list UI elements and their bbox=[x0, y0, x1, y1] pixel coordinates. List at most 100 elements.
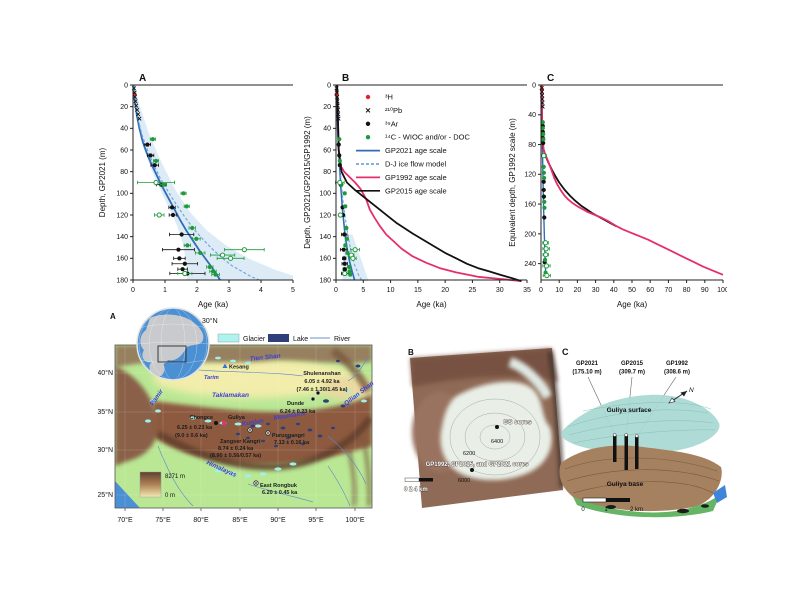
contour-label-6000: 6000 bbox=[458, 478, 470, 484]
legend-label: D-J ice flow model bbox=[385, 160, 447, 169]
gp2015-core-label: GP2015 bbox=[621, 361, 644, 367]
x-tick-label: 100 bbox=[717, 287, 727, 294]
x-tick-label: 0 bbox=[539, 287, 543, 294]
river-legend-label: River bbox=[334, 336, 351, 343]
y-tick-label: 240 bbox=[524, 261, 536, 268]
y-tick-label: 0 bbox=[532, 82, 536, 89]
x-tick-label: 40 bbox=[610, 287, 618, 294]
lon-label: 90°E bbox=[270, 516, 286, 524]
y-tick-label: 0 bbox=[124, 82, 128, 89]
lake-swatch bbox=[268, 334, 289, 342]
lat-label: 30°N bbox=[98, 446, 113, 454]
y-tick-label: 100 bbox=[116, 191, 128, 198]
moraine-patch bbox=[701, 504, 709, 508]
y-tick-label: 0 bbox=[327, 82, 331, 89]
terrain-qilian-ridge bbox=[330, 347, 372, 393]
x-tick-label: 3 bbox=[227, 287, 231, 294]
panel-label: B bbox=[342, 73, 349, 84]
y-axis-label: Depth, GP2021/GP2015/GP1992 (m) bbox=[303, 116, 312, 249]
legend-label: GP2015 age scale bbox=[385, 186, 447, 195]
axes bbox=[538, 84, 724, 283]
x-tick-label: 20 bbox=[441, 287, 449, 294]
shulenanshan-marker bbox=[315, 390, 321, 396]
axes bbox=[130, 84, 294, 283]
terrain-scale-label: 0 2 4 km bbox=[404, 487, 428, 493]
guliya-base-shape bbox=[559, 445, 727, 518]
x-tick-label: 50 bbox=[628, 287, 636, 294]
markers-210Pb bbox=[131, 86, 142, 121]
terrain-upper-ridges bbox=[410, 348, 558, 387]
core-labels: GP2021 (175.10 m) GP2015 (309.7 m) GP199… bbox=[572, 361, 690, 376]
y-tick-label: 20 bbox=[120, 104, 128, 111]
series-gp1992-age-scale bbox=[540, 84, 724, 276]
lat-label: 25°N bbox=[98, 491, 113, 499]
series-gp2021-age-scale bbox=[132, 84, 221, 281]
y-tick-label: 160 bbox=[116, 256, 128, 263]
y-tick-label: 40 bbox=[323, 126, 331, 133]
y-tick-label: 120 bbox=[524, 172, 536, 179]
ocean-corner bbox=[115, 481, 140, 508]
x-axis-label: Age (ka) bbox=[416, 300, 447, 309]
gs-cores-marker bbox=[495, 425, 499, 429]
x-tick-label: 80 bbox=[683, 287, 691, 294]
x-tick-label: 10 bbox=[387, 287, 395, 294]
y-tick-label: 200 bbox=[524, 231, 536, 238]
zangser-kangri-age1: 8.74 ± 0.24 ka bbox=[218, 446, 254, 452]
contour-label-6400: 6400 bbox=[491, 439, 503, 445]
legend-label: GP2021 age scale bbox=[385, 146, 447, 155]
x-tick-label: 0 bbox=[334, 287, 338, 294]
scale-tick-0: 0 bbox=[581, 507, 585, 513]
glacier-3d-panel: C GP2021 (175.10 m) GP2015 (309.7 m) GP1… bbox=[559, 347, 727, 518]
legend-label: ³H bbox=[385, 93, 393, 102]
y-tick-label: 60 bbox=[120, 147, 128, 154]
gp2015-core-depth: (309.7 m) bbox=[619, 370, 645, 376]
y-tick-label: 160 bbox=[319, 256, 331, 263]
gp-cores-label: GP1992, GP2015, and GP2021 cores bbox=[426, 462, 529, 468]
ice-core-sites: Kesang Chongce Guliya 6.25 ± 0.23 ka (9.… bbox=[175, 363, 348, 496]
markers-14C-open bbox=[137, 179, 265, 277]
chongce-age2: (9.0 ± 0.6 ka) bbox=[175, 433, 208, 439]
gs-cores-label: GS cores bbox=[503, 419, 532, 426]
y-axis-label: Depth, GP2021 (m) bbox=[98, 147, 107, 217]
legend-label: ¹⁴C - WIOC and/or - DOC bbox=[385, 133, 470, 142]
lon-label: 95°E bbox=[308, 516, 324, 524]
series-gp2015-age-scale bbox=[336, 84, 522, 282]
guliya-base-label: Guliya base bbox=[607, 481, 644, 488]
x-tick-label: 20 bbox=[574, 287, 582, 294]
shulenanshan-age2: (7.46 ± 1.30/1.45 ka) bbox=[296, 387, 347, 393]
lon-label: 85°E bbox=[232, 516, 248, 524]
lake-legend-label: Lake bbox=[293, 336, 308, 343]
legend-dot-marker bbox=[365, 94, 371, 100]
x-tick-label: 2 bbox=[195, 287, 199, 294]
legend-dot-marker bbox=[365, 135, 371, 140]
y-tick-label: 140 bbox=[319, 234, 331, 241]
y-tick-label: 180 bbox=[319, 277, 331, 284]
region-kunlun: Kunlun bbox=[241, 418, 264, 428]
globe-graticule bbox=[137, 308, 209, 380]
east-rongbuk-age1: 6.20 ± 0.45 ka bbox=[262, 490, 298, 496]
legend-label: GP1992 age scale bbox=[385, 173, 447, 182]
y-tick-label: 120 bbox=[116, 212, 128, 219]
x-tick-label: 5 bbox=[361, 287, 365, 294]
puruogangri-marker-dot bbox=[267, 432, 269, 434]
puruogangri-label: Puruogangri bbox=[272, 433, 305, 439]
axes bbox=[333, 84, 528, 283]
legend-label: ³⁹Ar bbox=[385, 119, 399, 128]
y-tick-label: 80 bbox=[323, 169, 331, 176]
kesang-label: Kesang bbox=[229, 365, 249, 371]
x-tick-label: 35 bbox=[523, 287, 531, 294]
map-panel-label: A bbox=[110, 312, 116, 321]
chart-legend: ³H ²¹⁰Pb ³⁹Ar ¹⁴C - WIOC and/or - DOC GP2021… bbox=[356, 93, 470, 195]
terrain-panel-label: B bbox=[408, 348, 414, 357]
scale-tick-2: 2 km bbox=[630, 507, 643, 513]
y-tick-label: 120 bbox=[319, 212, 331, 219]
elevation-max-label: 8271 m bbox=[165, 474, 185, 480]
x-tick-label: 30 bbox=[592, 287, 600, 294]
chongce-age1: 6.25 ± 0.23 ka bbox=[177, 425, 213, 431]
lat-label: 35°N bbox=[98, 408, 113, 416]
y-tick-label: 80 bbox=[120, 169, 128, 176]
scale-tick-1: 1 bbox=[604, 507, 608, 513]
legend-label: ²¹⁰Pb bbox=[385, 106, 402, 115]
globe-landmass bbox=[140, 314, 204, 366]
